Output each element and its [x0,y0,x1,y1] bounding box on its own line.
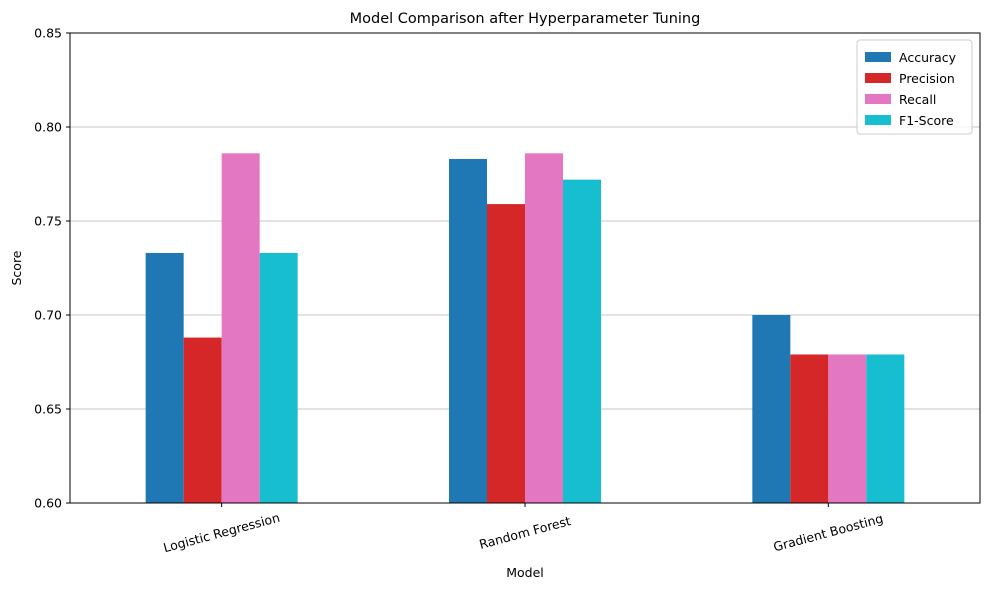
y-tick-label: 0.80 [34,120,62,135]
bar-precision-2 [487,204,525,503]
legend-swatch-precision [865,73,891,83]
y-tick-label: 0.85 [34,26,62,41]
y-tick-label: 0.65 [34,402,62,417]
x-tick-label: Random Forest [477,513,572,552]
x-tick-label: Gradient Boosting [772,511,885,555]
legend-swatch-recall [865,94,891,104]
y-axis-label: Score [9,250,24,285]
y-tick-label: 0.75 [34,214,62,229]
x-axis-label: Model [506,565,544,580]
bar-precision-1 [183,337,222,503]
y-tick-label: 0.60 [34,496,62,511]
bars [145,153,905,503]
bar-recall-1 [221,153,260,503]
bar-recall-2 [525,153,563,503]
bar-f1-score-3 [866,354,905,503]
legend-label-precision: Precision [899,71,955,86]
y-tick-label: 0.70 [34,308,62,323]
bar-recall-3 [828,354,867,503]
bar-precision-3 [790,354,829,503]
bar-accuracy-1 [145,252,184,503]
legend-box [856,39,973,135]
bar-accuracy-2 [449,158,487,503]
legend-swatch-f1-score [865,115,891,125]
legend-label-accuracy: Accuracy [899,50,957,65]
x-axis: Logistic Regression Random Forest Gradient… [162,503,885,555]
bar-f1-score-2 [563,179,601,503]
chart-title: Model Comparison after Hyperparameter Tu… [350,11,701,27]
bar-accuracy-3 [752,315,791,503]
legend: Accuracy Precision Recall F1-Score [856,39,973,135]
legend-label-recall: Recall [899,92,936,107]
y-axis: 0.60 0.65 0.70 0.75 0.80 0.85 [34,26,70,511]
legend-swatch-accuracy [865,52,891,62]
bar-f1-score-1 [259,252,298,503]
x-tick-label: Logistic Regression [162,510,282,556]
legend-label-f1-score: F1-Score [899,113,954,128]
